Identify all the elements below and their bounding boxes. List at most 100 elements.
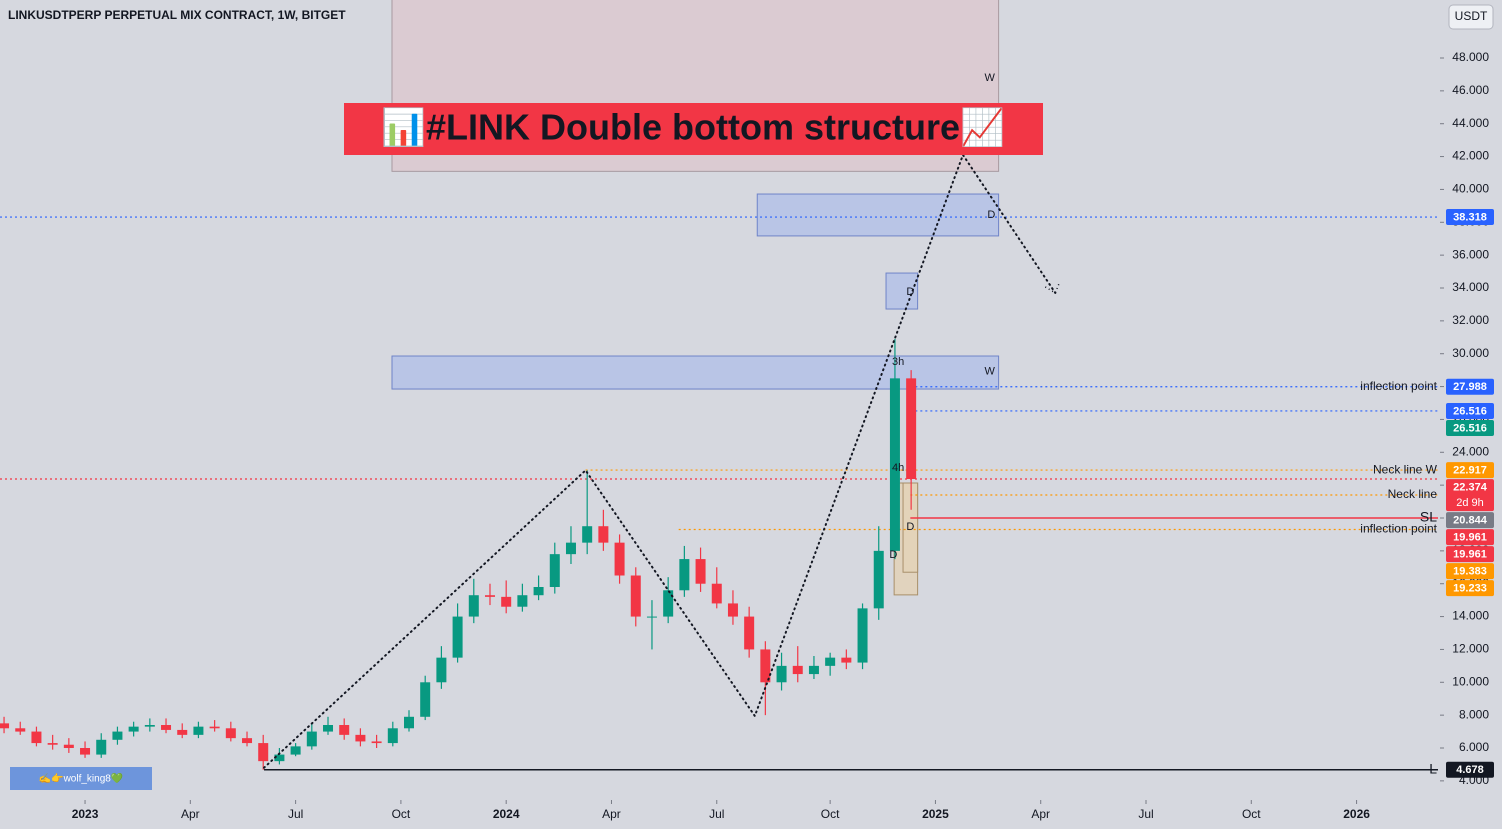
candle-body [468, 595, 479, 617]
y-tick-label: 34.000 [1452, 280, 1489, 294]
candle-body [695, 559, 706, 584]
price-tag-label: 22.917 [1453, 464, 1487, 476]
x-tick-label: 2023 [72, 807, 99, 821]
price-tag-label: 19.961 [1453, 548, 1487, 560]
candle-body [144, 725, 155, 727]
candle-body [96, 739, 107, 755]
y-tick-label: 40.000 [1452, 182, 1489, 196]
candle-body [387, 728, 398, 744]
currency[interactable]: USDT [1455, 9, 1488, 23]
price-tag-label: 22.374 [1453, 481, 1488, 493]
candle-body [80, 748, 91, 755]
candle-body [47, 743, 58, 745]
x-tick-label: Apr [1031, 807, 1050, 821]
price-tag [1446, 563, 1494, 580]
candle-body [727, 603, 738, 617]
price-tag [1446, 378, 1494, 395]
price-tag [1446, 512, 1494, 529]
price-tag [1446, 462, 1494, 479]
candle-body [889, 378, 900, 551]
candle-body [161, 725, 172, 730]
currency-box[interactable] [1448, 4, 1494, 30]
candle-body [906, 378, 917, 479]
candle-body [646, 616, 657, 618]
level-label: inflection point [1360, 379, 1437, 393]
candle-body [501, 596, 512, 607]
candle-body [193, 726, 204, 735]
x-tick-label: 2025 [922, 807, 949, 821]
candle-body [242, 738, 253, 744]
y-tick-label: 6.000 [1459, 740, 1489, 754]
x-tick-label: Apr [181, 807, 200, 821]
y-tick-label: 32.000 [1452, 313, 1489, 327]
y-tick-label: 42.000 [1452, 149, 1489, 163]
candle-body [323, 725, 334, 732]
candle-body [306, 731, 317, 747]
note: W [985, 72, 996, 84]
level-label: Neck line [1388, 487, 1438, 501]
note: 4h [892, 462, 904, 474]
candle-body [31, 731, 42, 744]
candle-body [484, 595, 495, 597]
banner: 📊#LINK Double bottom structure📈 [381, 107, 1005, 148]
candle-body [517, 595, 528, 607]
candle-body [582, 526, 593, 543]
candle-body [825, 657, 836, 666]
price-tag-label: 20.844 [1453, 514, 1488, 526]
price-tag [1446, 761, 1494, 778]
price-tag [1446, 209, 1494, 226]
candle-body [63, 744, 74, 749]
price-tag [1446, 419, 1494, 436]
candle-body [209, 726, 220, 729]
x-tick-label: Jul [709, 807, 724, 821]
note: 3h [892, 356, 904, 368]
candle-body [873, 550, 884, 609]
candle-body [792, 665, 803, 675]
candle-body [452, 616, 463, 658]
candle-body [663, 590, 674, 617]
y-tick-label: 44.000 [1452, 116, 1489, 130]
x-tick-label: 2024 [493, 807, 520, 821]
candle-body [776, 665, 787, 683]
banner-box [344, 103, 1043, 155]
price-tag-sub: 2d 9h [1456, 497, 1484, 509]
pattern-line [263, 152, 1057, 769]
candle-body [857, 608, 868, 663]
price-tag-label: 4.678 [1456, 764, 1484, 776]
candle-body [614, 542, 625, 576]
candle-body [760, 649, 771, 683]
candle-body [598, 526, 609, 543]
price-tag [1446, 402, 1494, 419]
note: D [906, 286, 914, 298]
price-tag-label: 38.318 [1453, 211, 1487, 223]
candle-body [808, 665, 819, 675]
candle-body [630, 575, 641, 617]
candle-body [403, 716, 414, 729]
x-tick-label: Jul [288, 807, 303, 821]
y-tick-label: 10.000 [1452, 674, 1489, 688]
candle-body [290, 746, 301, 755]
candle-body [355, 734, 366, 742]
candle-body [841, 657, 852, 663]
y-tick-label: 24.000 [1452, 444, 1489, 458]
candle-body [15, 728, 26, 732]
y-tick-label: 46.000 [1452, 83, 1489, 97]
candle-body [128, 726, 139, 732]
level-label: inflection point [1360, 522, 1437, 536]
x-tick-label: Oct [392, 807, 411, 821]
price-tag-label: 26.516 [1453, 422, 1487, 434]
note: D [987, 209, 995, 221]
x-tick-label: Apr [602, 807, 621, 821]
candle-body [436, 657, 447, 683]
note: W [985, 366, 996, 378]
candle-body [679, 559, 690, 591]
zone [902, 482, 919, 573]
candle-body [711, 583, 722, 604]
price-tag-label: 26.516 [1453, 405, 1487, 417]
candle-body [225, 728, 236, 739]
price-tag-label: 19.961 [1453, 531, 1487, 543]
price-tag [1446, 479, 1494, 512]
level-label: Neck line W [1373, 462, 1438, 476]
y-tick-label: 36.000 [1452, 247, 1489, 261]
